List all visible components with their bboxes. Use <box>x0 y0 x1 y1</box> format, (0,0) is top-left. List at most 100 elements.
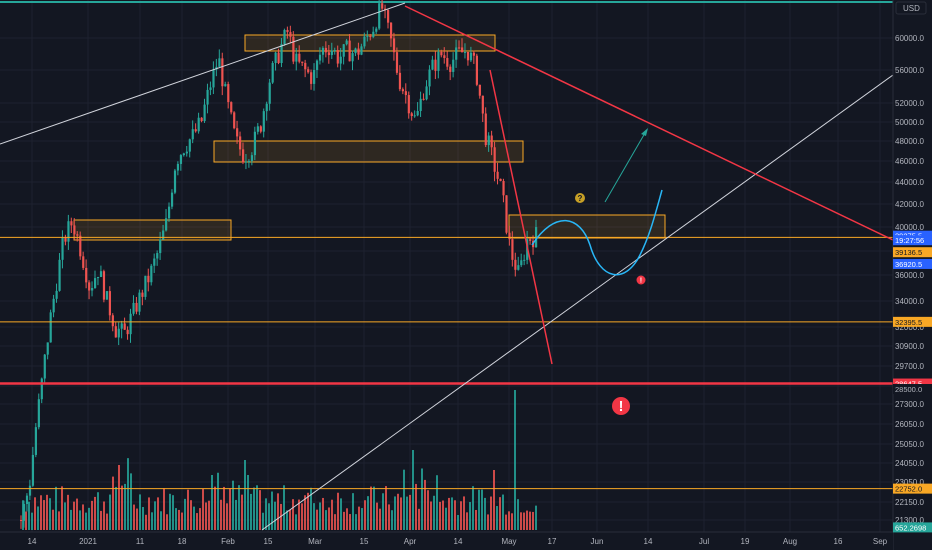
price-axis-label: 40000.0 <box>895 223 924 232</box>
volume-bar <box>472 486 474 530</box>
candle-body <box>117 328 120 338</box>
candle-body <box>461 47 464 53</box>
candle-body <box>520 260 523 266</box>
price-axis-label: 32000.0 <box>895 323 924 332</box>
candle-body <box>85 267 88 283</box>
candle-body <box>449 66 452 72</box>
candle-body <box>102 271 106 300</box>
candle-body <box>156 253 159 259</box>
trendline-red-drop[interactable] <box>489 69 553 365</box>
volume-bar <box>190 500 192 530</box>
volume-bar <box>394 496 396 530</box>
volume-bar <box>358 506 360 530</box>
trendline-white-rising[interactable] <box>261 74 894 531</box>
candle-body <box>493 147 496 172</box>
candle-body <box>511 239 514 260</box>
candle-body <box>484 113 487 146</box>
candle-body <box>413 115 416 117</box>
candle-body <box>25 495 29 504</box>
price-axis-label: 21300.0 <box>895 516 924 525</box>
volume-bar <box>337 492 339 530</box>
volume-bar <box>319 502 321 530</box>
candle-body <box>487 135 490 146</box>
candle-body <box>188 139 191 152</box>
price-axis[interactable] <box>893 0 932 550</box>
candle-body <box>458 47 461 49</box>
candle-body <box>336 50 339 64</box>
currency-badge[interactable] <box>895 1 927 15</box>
candle-body <box>508 232 511 240</box>
volume-bar <box>301 503 303 530</box>
candle-body <box>147 275 150 283</box>
volume-bar <box>307 492 309 530</box>
candle-body <box>502 180 505 196</box>
candle-body <box>437 51 440 71</box>
candle-body <box>505 195 508 233</box>
price-tag <box>893 378 932 389</box>
candle-body <box>79 235 82 257</box>
trendline-white-top[interactable] <box>0 2 406 145</box>
candle-body <box>70 221 73 226</box>
volume-bar <box>499 497 501 530</box>
candle-body <box>360 46 363 55</box>
candle-body <box>446 58 449 67</box>
projection-curve[interactable] <box>531 189 663 276</box>
volume-bar <box>466 512 468 530</box>
candle-body <box>514 259 517 270</box>
candle-body <box>469 52 473 61</box>
candle-body <box>307 69 310 73</box>
candle-body <box>440 51 443 56</box>
volume-bar <box>58 511 60 530</box>
candle-body <box>389 22 393 39</box>
projection-arrow-line[interactable] <box>604 132 646 203</box>
date-axis-label: 19 <box>741 537 750 546</box>
price-axis-label: 42000.0 <box>895 200 924 209</box>
candle-body <box>472 52 476 56</box>
candle-body <box>241 149 245 163</box>
annotation-badge[interactable] <box>575 193 585 203</box>
zone-box[interactable] <box>213 140 524 163</box>
zone-box[interactable] <box>508 214 666 239</box>
date-axis[interactable] <box>0 532 893 550</box>
volume-bar <box>412 450 414 530</box>
annotation-badge[interactable] <box>636 275 646 285</box>
volume-bar <box>310 487 312 530</box>
candle-body <box>221 58 224 87</box>
volume-bar <box>112 476 114 530</box>
volume-bar <box>433 495 435 530</box>
candle-body <box>313 69 316 84</box>
date-axis-label: Jul <box>699 537 709 546</box>
volume-bar <box>109 494 111 530</box>
candle-body <box>61 237 64 260</box>
candle-body <box>67 221 70 242</box>
volume-bar <box>325 510 327 530</box>
candle-body <box>108 291 111 316</box>
volume-bar <box>127 458 129 530</box>
candle-body <box>52 298 55 313</box>
volume-bar <box>202 488 204 530</box>
annotation-badge[interactable] <box>612 397 630 415</box>
candle-body <box>126 329 129 335</box>
candle-body <box>212 69 215 88</box>
volume-bar <box>514 390 516 530</box>
candle-body <box>301 61 304 63</box>
candle-body <box>401 89 405 92</box>
trendline-red-resistance[interactable] <box>404 5 894 241</box>
date-axis-label: 15 <box>264 537 273 546</box>
candle-body <box>200 117 203 122</box>
volume-bar <box>148 497 150 530</box>
candle-body <box>366 35 369 37</box>
candle-body <box>141 292 144 297</box>
candle-body <box>283 29 286 45</box>
annotation-symbol: ! <box>619 399 624 415</box>
volume-bar <box>211 475 213 530</box>
volume-bar <box>265 498 267 530</box>
volume-bar <box>196 513 198 530</box>
candle-body <box>271 63 274 83</box>
candle-body <box>179 155 183 164</box>
candle-body <box>185 151 188 154</box>
volume-bar <box>289 509 291 530</box>
volume-bar <box>142 506 144 530</box>
candle-body <box>475 55 479 85</box>
